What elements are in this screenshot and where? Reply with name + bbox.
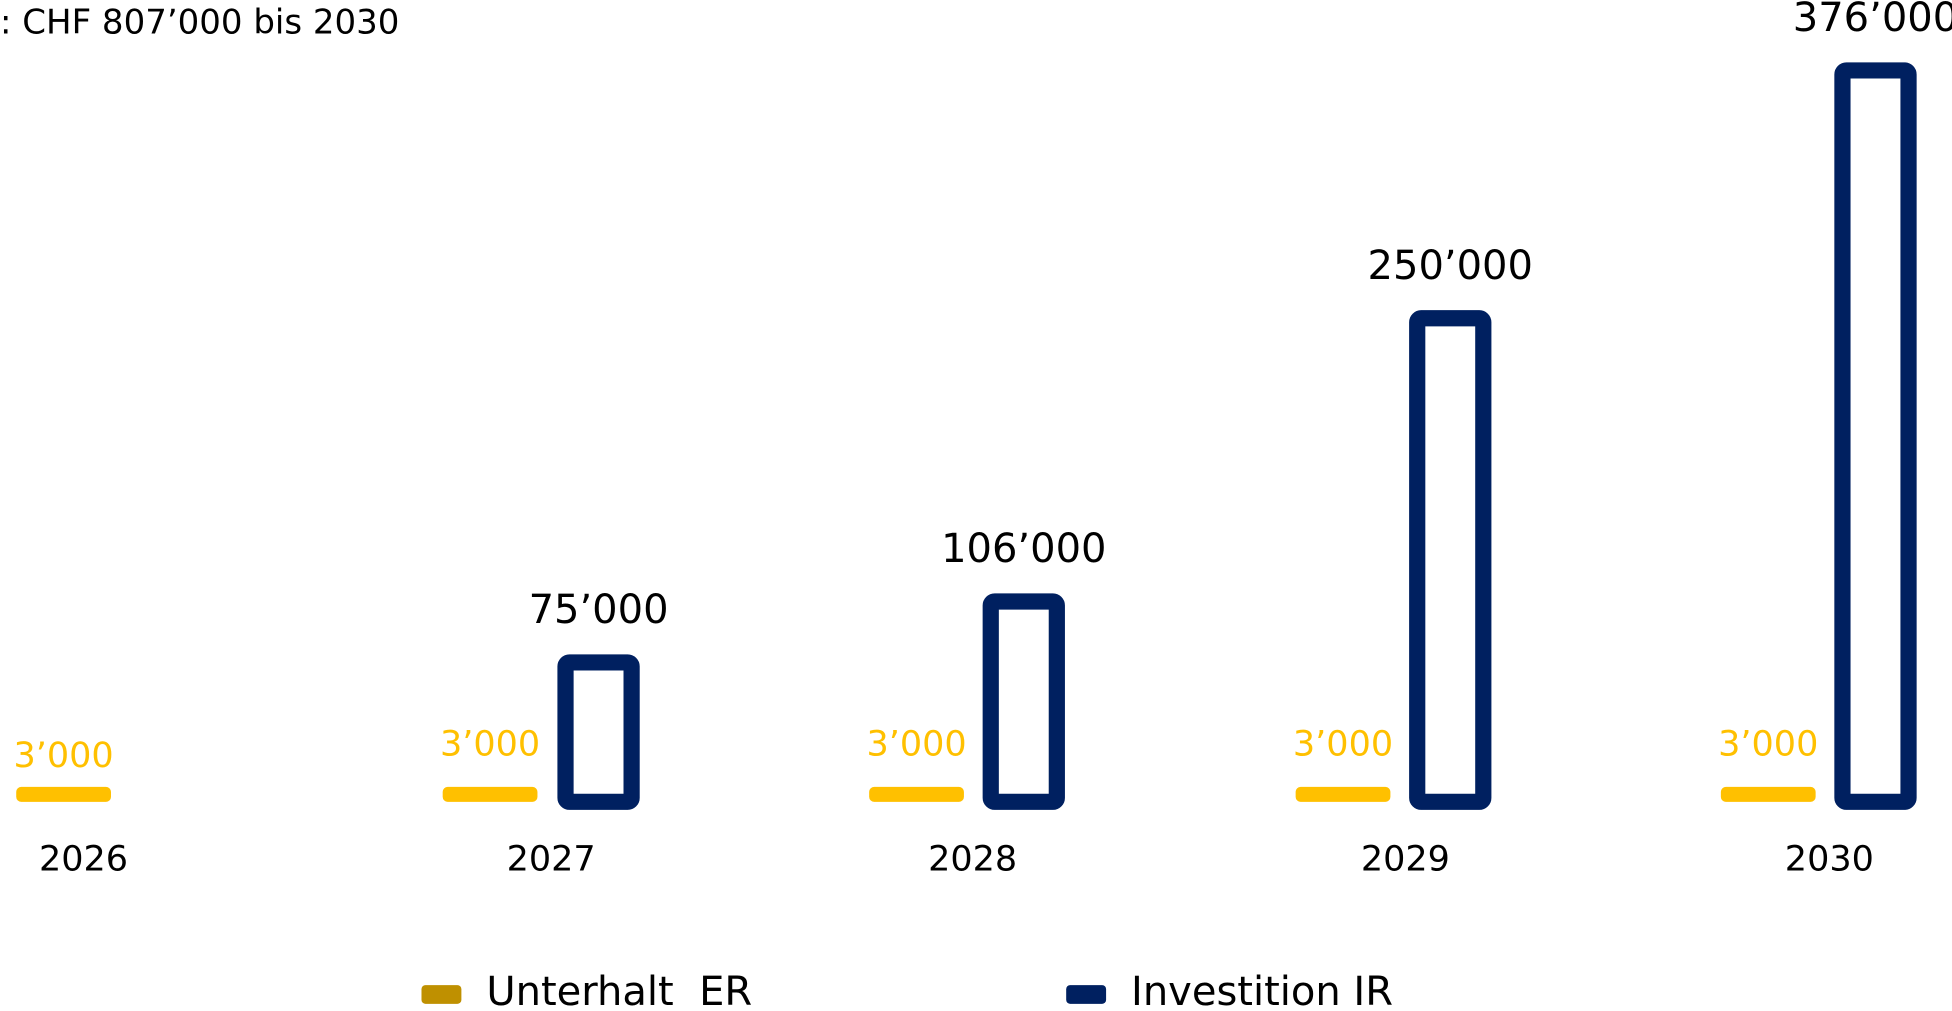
value-label: 250’000 xyxy=(1368,243,1533,289)
x-tick-label: 2028 xyxy=(928,839,1017,879)
bar xyxy=(1295,786,1391,802)
legend-swatch xyxy=(1066,985,1107,1004)
x-tick-label: 2027 xyxy=(507,839,596,879)
legend-swatch xyxy=(421,985,462,1004)
value-label: 3’000 xyxy=(1718,725,1818,765)
chart-title: : CHF 807’000 bis 2030 xyxy=(0,3,399,43)
bar xyxy=(442,786,538,802)
x-tick-label: 2029 xyxy=(1361,839,1450,879)
bar xyxy=(1720,786,1816,802)
bar xyxy=(982,593,1065,810)
legend-label: Investition IR xyxy=(1131,969,1393,1011)
value-label: 3’000 xyxy=(1293,725,1393,765)
x-tick-label: 2026 xyxy=(39,839,128,879)
bar xyxy=(16,786,111,802)
value-label: 106’000 xyxy=(941,526,1106,572)
bar xyxy=(1834,62,1917,810)
value-label: 376’000 xyxy=(1793,0,1952,41)
x-tick-label: 2030 xyxy=(1785,839,1874,879)
legend-label: Unterhalt ER xyxy=(486,969,752,1011)
value-label: 3’000 xyxy=(440,725,540,765)
bar xyxy=(1409,310,1492,810)
bar xyxy=(557,654,640,810)
value-label: 3’000 xyxy=(866,725,966,765)
value-label: 75’000 xyxy=(529,587,669,633)
value-label: 3’000 xyxy=(13,736,113,776)
bar xyxy=(869,786,964,802)
